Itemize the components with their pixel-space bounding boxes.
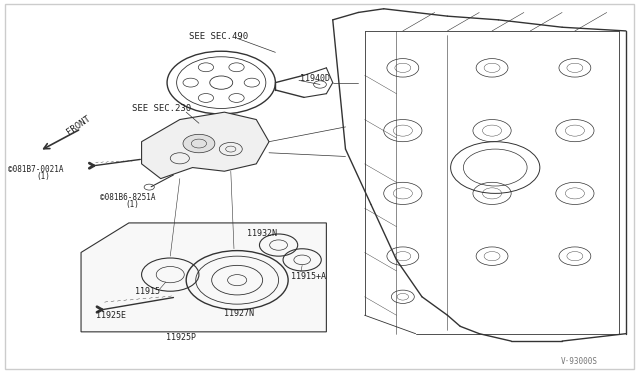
Text: 11940D: 11940D [300,74,330,83]
Text: SEE SEC.490: SEE SEC.490 [189,32,248,41]
Text: 11927N: 11927N [225,309,255,318]
Polygon shape [141,112,269,179]
Text: (1): (1) [36,172,51,181]
Text: (1): (1) [125,200,140,209]
Circle shape [183,134,215,153]
Text: 11925P: 11925P [166,333,196,342]
Text: SEE SEC.230: SEE SEC.230 [132,104,191,113]
Text: 11925E: 11925E [96,311,125,320]
Text: 11932N: 11932N [246,230,276,238]
FancyBboxPatch shape [4,4,634,369]
Text: 11915+A: 11915+A [291,272,326,281]
Text: FRONT: FRONT [65,114,92,137]
Text: V·93000S: V·93000S [561,357,598,366]
Text: 11915: 11915 [135,287,160,296]
Polygon shape [81,223,326,332]
Text: ©081B6-8251A: ©081B6-8251A [100,193,156,202]
Text: ©081B7-0021A: ©081B7-0021A [8,165,63,174]
